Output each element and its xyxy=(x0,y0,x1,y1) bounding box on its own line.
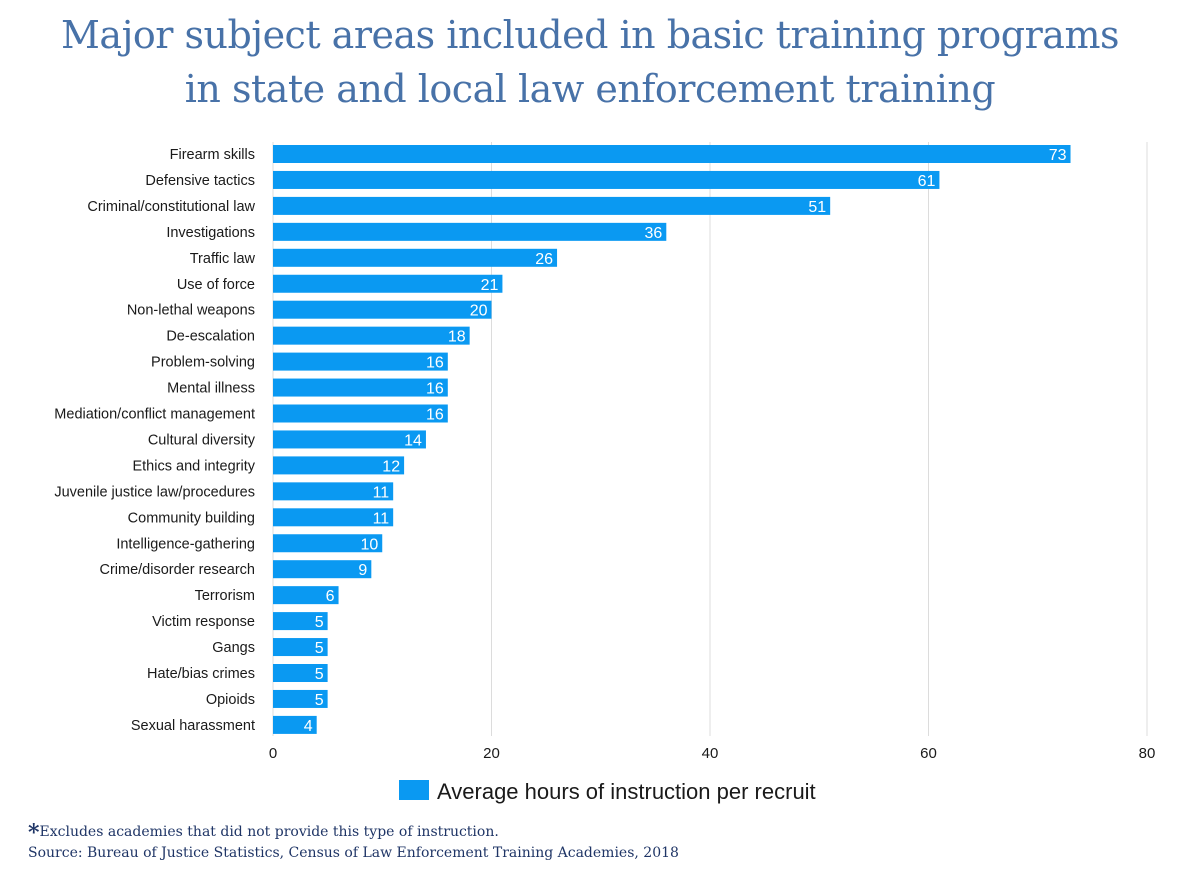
category-label-20: Hate/bias crimes xyxy=(147,666,255,682)
bar-14 xyxy=(273,508,394,527)
x-tick-label-80: 80 xyxy=(1139,745,1156,762)
category-label-5: Use of force xyxy=(177,277,255,293)
data-label-3: 36 xyxy=(645,225,663,242)
bar-10 xyxy=(273,404,448,423)
data-label-1: 61 xyxy=(918,173,936,190)
bar-22 xyxy=(273,715,317,734)
category-label-11: Cultural diversity xyxy=(148,432,256,448)
legend-swatch xyxy=(399,780,429,800)
bar-0 xyxy=(273,145,1071,163)
category-label-1: Defensive tactics xyxy=(145,173,255,189)
bar-12 xyxy=(273,456,405,475)
data-label-20: 5 xyxy=(315,666,324,683)
bar-13 xyxy=(273,482,394,501)
bar-5 xyxy=(273,274,503,293)
category-label-21: Opioids xyxy=(206,692,255,708)
bar-1 xyxy=(273,170,940,189)
category-label-10: Mediation/conflict management xyxy=(54,407,255,423)
category-label-18: Victim response xyxy=(152,614,255,630)
bar-chart: 736151362621201816161614121111109655554 … xyxy=(54,142,1156,804)
bar-20 xyxy=(273,664,328,682)
data-label-2: 51 xyxy=(808,199,826,216)
data-label-18: 5 xyxy=(315,614,324,631)
category-label-8: Problem-solving xyxy=(151,355,255,371)
data-label-6: 20 xyxy=(470,303,488,320)
data-label-7: 18 xyxy=(448,329,466,346)
category-label-16: Crime/disorder research xyxy=(99,562,255,578)
data-label-11: 14 xyxy=(404,432,422,449)
legend-label: Average hours of instruction per recruit xyxy=(437,779,816,804)
category-label-12: Ethics and integrity xyxy=(132,458,255,474)
category-label-17: Terrorism xyxy=(195,588,255,604)
bar-16 xyxy=(273,560,372,579)
footnote: *Excludes academies that did not provide… xyxy=(28,820,679,846)
category-label-19: Gangs xyxy=(212,640,255,656)
data-label-0: 73 xyxy=(1049,147,1067,164)
bar-9 xyxy=(273,378,448,397)
category-label-2: Criminal/constitutional law xyxy=(87,199,255,215)
category-label-9: Mental illness xyxy=(167,381,255,397)
category-label-3: Investigations xyxy=(166,225,255,241)
title-line-1: Major subject areas included in basic tr… xyxy=(61,13,1119,57)
bar-15 xyxy=(273,534,383,553)
category-label-7: De-escalation xyxy=(166,329,255,345)
bar-8 xyxy=(273,352,448,371)
data-label-5: 21 xyxy=(481,277,499,294)
category-label-6: Non-lethal weapons xyxy=(127,303,255,319)
data-label-9: 16 xyxy=(426,381,444,398)
x-tick-label-60: 60 xyxy=(920,745,937,762)
bar-17 xyxy=(273,586,339,605)
data-label-10: 16 xyxy=(426,407,444,424)
chart-title: Major subject areas included in basic tr… xyxy=(0,8,1180,116)
category-label-13: Juvenile justice law/procedures xyxy=(54,484,255,500)
data-label-8: 16 xyxy=(426,355,444,372)
bar-3 xyxy=(273,222,667,241)
bar-18 xyxy=(273,612,328,631)
bar-2 xyxy=(273,196,831,215)
category-label-0: Firearm skills xyxy=(170,147,255,163)
data-label-14: 11 xyxy=(373,510,390,527)
x-tick-label-20: 20 xyxy=(483,745,500,762)
bar-21 xyxy=(273,689,328,708)
x-axis-ticks: 0 20 40 60 80 xyxy=(269,745,1156,762)
category-label-15: Intelligence-gathering xyxy=(116,536,255,552)
category-label-22: Sexual harassment xyxy=(131,718,255,734)
category-label-4: Traffic law xyxy=(190,251,256,267)
data-label-4: 26 xyxy=(535,251,553,268)
title-line-2: in state and local law enforcement train… xyxy=(184,67,996,111)
x-tick-label-0: 0 xyxy=(269,745,277,762)
data-label-19: 5 xyxy=(315,640,324,657)
legend: Average hours of instruction per recruit xyxy=(399,779,816,804)
footnote-text: Excludes academies that did not provide … xyxy=(39,824,499,840)
notes: *Excludes academies that did not provide… xyxy=(28,822,679,863)
data-label-21: 5 xyxy=(315,692,324,709)
data-label-12: 12 xyxy=(382,458,400,475)
bar-11 xyxy=(273,430,426,449)
bar-19 xyxy=(273,638,328,657)
data-label-17: 6 xyxy=(326,588,335,605)
data-label-15: 10 xyxy=(360,536,378,553)
data-label-16: 9 xyxy=(358,562,367,579)
bar-4 xyxy=(273,248,558,267)
category-label-14: Community building xyxy=(128,510,255,526)
footnote-marker: * xyxy=(28,820,40,846)
data-label-22: 4 xyxy=(304,718,313,735)
bar-6 xyxy=(273,300,492,319)
bar-7 xyxy=(273,326,470,345)
data-label-13: 11 xyxy=(373,484,390,501)
source-text: Source: Bureau of Justice Statistics, Ce… xyxy=(28,845,679,861)
x-tick-label-40: 40 xyxy=(702,745,719,762)
category-labels: Firearm skills Defensive tactics Criminal/… xyxy=(54,147,255,734)
